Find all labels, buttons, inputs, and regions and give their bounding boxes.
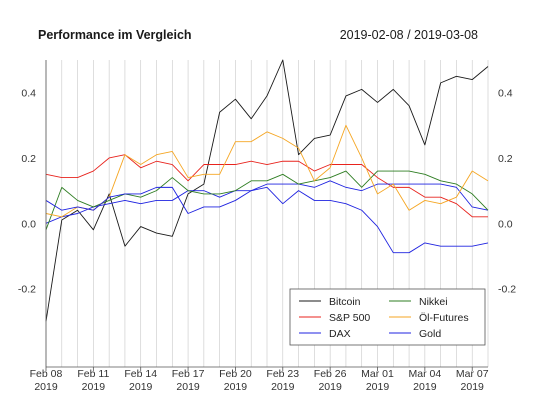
x-tick-label: Feb 11 bbox=[77, 368, 109, 380]
y-tick-label-right: 0.4 bbox=[498, 88, 513, 100]
x-tick-year: 2019 bbox=[224, 381, 248, 393]
x-tick-year: 2019 bbox=[461, 381, 485, 393]
x-tick-label: Feb 23 bbox=[266, 368, 299, 380]
x-tick-year: 2019 bbox=[318, 381, 342, 393]
x-tick-label: Feb 14 bbox=[124, 368, 157, 380]
x-tick-label: Feb 26 bbox=[314, 368, 347, 380]
x-tick-year: 2019 bbox=[271, 381, 295, 393]
y-tick-label-right: 0.2 bbox=[498, 153, 513, 165]
legend-label: Nikkei bbox=[419, 296, 448, 308]
y-tick-label-left: 0.4 bbox=[21, 88, 36, 100]
x-tick-year: 2019 bbox=[129, 381, 153, 393]
y-tick-label-right: -0.2 bbox=[498, 284, 516, 296]
x-tick-label: Mar 04 bbox=[409, 368, 442, 380]
y-axis-right: -0.2 0.0 0.2 0.4 bbox=[498, 88, 516, 296]
series-line-nikkei bbox=[45, 170, 489, 230]
x-tick-year: 2019 bbox=[34, 381, 58, 393]
legend: Bitcoin Nikkei S&P 500 Öl-Futures DAX Gold bbox=[289, 288, 486, 346]
x-tick-label: Feb 20 bbox=[219, 368, 252, 380]
x-tick-year: 2019 bbox=[413, 381, 437, 393]
y-tick-label-left: 0.0 bbox=[21, 218, 36, 230]
x-tick-year: 2019 bbox=[82, 381, 106, 393]
y-tick-label-left: 0.2 bbox=[21, 153, 36, 165]
series-line-sandp-500 bbox=[45, 154, 488, 218]
legend-label: Gold bbox=[419, 328, 441, 340]
y-tick-label-right: 0.0 bbox=[498, 218, 513, 230]
legend-label: DAX bbox=[329, 328, 351, 340]
chart-title: Performance im Vergleich bbox=[38, 28, 192, 42]
y-tick-label-left: -0.2 bbox=[18, 284, 36, 296]
legend-label: Öl-Futures bbox=[419, 312, 469, 324]
x-tick-label: Mar 07 bbox=[456, 368, 489, 380]
chart-subtitle: 2019-02-08 / 2019-03-08 bbox=[340, 28, 478, 42]
x-tick-label: Feb 17 bbox=[172, 368, 205, 380]
legend-label: S&P 500 bbox=[329, 312, 370, 324]
y-axis-left: -0.2 0.0 0.2 0.4 bbox=[18, 88, 36, 296]
series-line-öl-futures bbox=[45, 124, 489, 218]
series-lines bbox=[45, 59, 489, 322]
x-tick-year: 2019 bbox=[176, 381, 200, 393]
series-line-bitcoin bbox=[45, 59, 489, 322]
plot-frame bbox=[45, 60, 488, 368]
legend-label: Bitcoin bbox=[329, 296, 361, 308]
series-line-gold bbox=[45, 186, 489, 254]
legend-box bbox=[289, 288, 486, 346]
x-tick-year: 2019 bbox=[366, 381, 390, 393]
series-line-dax bbox=[45, 180, 489, 224]
x-tick-label: Feb 08 bbox=[30, 368, 63, 380]
x-tick-label: Mar 01 bbox=[361, 368, 394, 380]
